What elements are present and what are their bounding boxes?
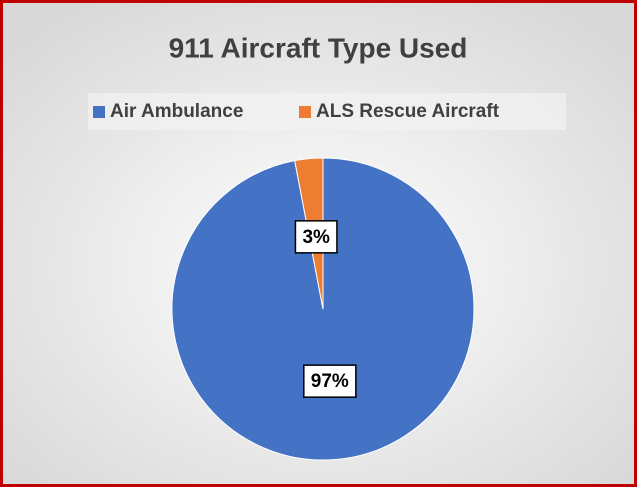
data-label-box: [294, 220, 338, 254]
data-label-text: 97%: [311, 371, 349, 392]
legend-swatch: [93, 106, 105, 118]
data-label-text: 3%: [302, 227, 330, 248]
pie: 97% 3%: [171, 157, 475, 461]
data-label-box: [303, 364, 357, 398]
data-label: 3%: [294, 220, 338, 254]
chart-title: 911 Aircraft Type Used: [169, 32, 468, 63]
legend-swatch: [299, 106, 311, 118]
data-label: 97%: [303, 364, 357, 398]
legend: Air Ambulance ALS Rescue Aircraft: [93, 101, 500, 122]
legend-label: ALS Rescue Aircraft: [316, 101, 500, 122]
legend-label: Air Ambulance: [110, 101, 243, 122]
legend-box: [88, 93, 566, 130]
